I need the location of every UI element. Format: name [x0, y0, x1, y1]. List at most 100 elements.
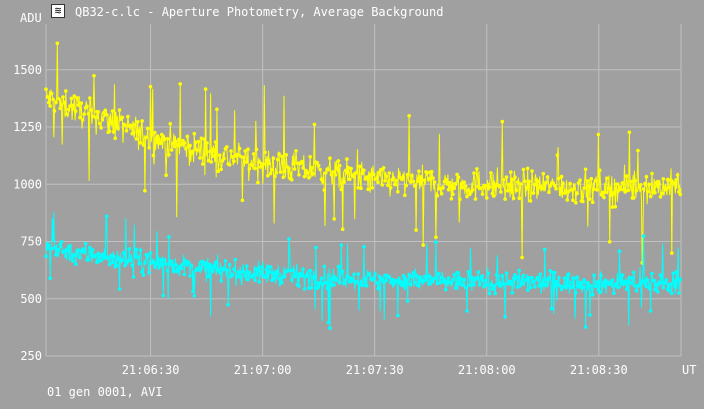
- data-point: [466, 188, 471, 193]
- data-point: [268, 265, 273, 269]
- data-point: [294, 271, 298, 276]
- data-point: [547, 190, 551, 195]
- data-point: [441, 185, 445, 190]
- data-point: [598, 290, 602, 295]
- data-point: [65, 112, 69, 116]
- data-point: [134, 137, 139, 141]
- data-point: [670, 251, 674, 255]
- data-point: [309, 165, 314, 170]
- data-point: [501, 178, 506, 182]
- data-point: [216, 169, 221, 173]
- data-point: [660, 191, 664, 196]
- data-point: [349, 166, 353, 171]
- data-point: [636, 148, 640, 153]
- data-point: [582, 278, 586, 282]
- data-point: [489, 171, 493, 175]
- data-point: [520, 255, 524, 260]
- data-point: [549, 306, 554, 311]
- data-point: [482, 285, 486, 289]
- data-point: [586, 283, 591, 288]
- data-point: [182, 272, 187, 277]
- data-point: [148, 251, 153, 255]
- data-point: [86, 257, 91, 262]
- data-point: [342, 281, 346, 285]
- data-point: [247, 270, 252, 275]
- data-point: [295, 161, 300, 165]
- data-point: [225, 145, 229, 149]
- data-point: [470, 276, 475, 280]
- data-point: [239, 154, 243, 159]
- data-point: [552, 183, 557, 188]
- data-point: [153, 130, 157, 135]
- data-point: [541, 171, 546, 176]
- data-point: [422, 178, 427, 182]
- data-point: [302, 287, 307, 291]
- data-point: [590, 200, 595, 204]
- data-point: [678, 277, 683, 282]
- data-point: [374, 176, 379, 181]
- data-point: [533, 285, 537, 289]
- data-point: [210, 269, 215, 273]
- data-point: [338, 163, 342, 168]
- data-point: [232, 159, 236, 163]
- data-point: [631, 196, 636, 200]
- data-point: [535, 275, 540, 280]
- data-point: [116, 126, 120, 131]
- data-point: [538, 272, 543, 277]
- data-point: [548, 184, 553, 188]
- data-point: [631, 270, 636, 275]
- data-point: [80, 118, 85, 122]
- data-point: [390, 277, 394, 282]
- data-point: [638, 183, 643, 187]
- data-point: [203, 87, 208, 91]
- data-point: [566, 189, 571, 194]
- data-point: [312, 275, 317, 280]
- data-point: [90, 248, 95, 252]
- data-point: [56, 97, 61, 101]
- data-point: [494, 273, 499, 277]
- data-point: [274, 171, 279, 175]
- data-point: [329, 283, 334, 288]
- data-point: [329, 172, 334, 177]
- data-point: [230, 155, 235, 159]
- data-point: [342, 180, 346, 184]
- data-point: [427, 176, 431, 181]
- data-point: [657, 182, 661, 186]
- data-point: [290, 178, 294, 182]
- app-icon[interactable]: ≋: [51, 4, 65, 18]
- data-point: [408, 180, 413, 184]
- data-point: [667, 288, 671, 293]
- data-point: [182, 141, 187, 145]
- data-point: [629, 281, 633, 285]
- data-point: [254, 147, 259, 152]
- data-point: [218, 270, 222, 275]
- data-point: [545, 175, 550, 179]
- data-point: [140, 269, 144, 274]
- data-point: [500, 119, 505, 124]
- data-point: [427, 282, 431, 286]
- data-point: [246, 277, 250, 282]
- data-point: [541, 282, 546, 286]
- data-point: [322, 188, 327, 192]
- data-point: [373, 272, 378, 276]
- data-point: [157, 266, 161, 270]
- data-point: [417, 275, 421, 279]
- data-point: [605, 176, 609, 181]
- data-point: [558, 186, 562, 191]
- data-point: [164, 262, 168, 266]
- data-point: [415, 179, 420, 184]
- data-point: [644, 174, 649, 179]
- data-point: [120, 258, 125, 262]
- data-point: [292, 167, 297, 171]
- data-point: [643, 181, 647, 186]
- data-point: [487, 185, 492, 189]
- data-point: [266, 264, 270, 269]
- data-point: [291, 268, 296, 273]
- data-point: [363, 276, 368, 281]
- data-point: [507, 279, 512, 284]
- data-point: [517, 196, 521, 200]
- data-point: [421, 280, 426, 284]
- data-point: [589, 176, 594, 181]
- data-point: [160, 263, 164, 267]
